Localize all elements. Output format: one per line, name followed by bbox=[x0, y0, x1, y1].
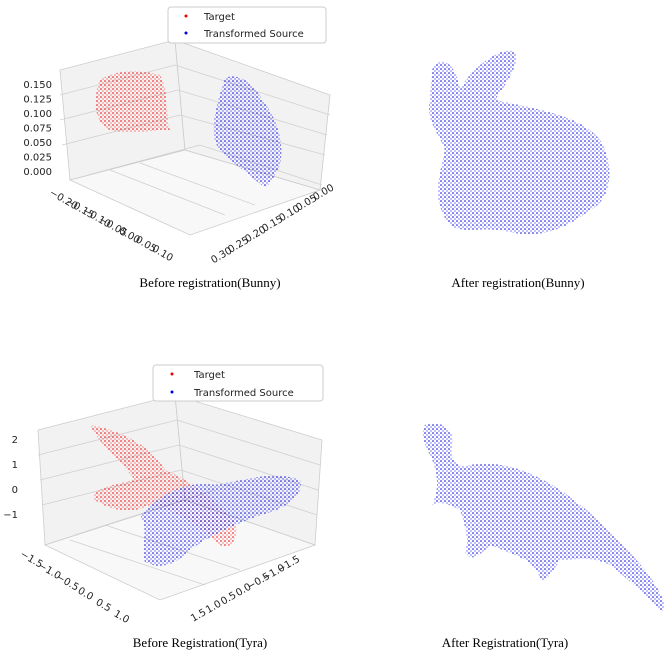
legend-label: Target bbox=[203, 12, 235, 23]
z-tick-label: 0.150 bbox=[23, 80, 52, 91]
z-tick-label: 1 bbox=[12, 460, 18, 471]
legend-label: Target bbox=[193, 370, 225, 381]
legend-marker bbox=[171, 391, 174, 394]
x-tick-label: 0.10 bbox=[150, 244, 175, 265]
z-tick-label: 2 bbox=[12, 435, 18, 446]
legend-marker bbox=[185, 32, 188, 35]
bunny-before-plot: Target Transformed Source bbox=[60, 7, 330, 235]
caption: After Registration(Tyra) bbox=[442, 635, 569, 650]
z-tick-label: −1 bbox=[3, 510, 18, 521]
legend-marker bbox=[185, 15, 188, 18]
caption: After registration(Bunny) bbox=[451, 275, 584, 290]
target-cloud bbox=[96, 71, 170, 132]
legend-label: Transformed Source bbox=[193, 388, 294, 399]
caption: Before Registration(Tyra) bbox=[133, 635, 267, 650]
x-tick-label: −0.5 bbox=[54, 572, 81, 594]
x-tick-label: 0.0 bbox=[76, 586, 95, 603]
x-tick-label: 1.0 bbox=[112, 609, 131, 626]
z-tick-label: 0.000 bbox=[23, 167, 52, 178]
z-tick-label: 0.025 bbox=[23, 153, 52, 164]
z-tick-label: 0.125 bbox=[23, 95, 52, 106]
legend-label: Transformed Source bbox=[203, 29, 304, 40]
z-tick-label: 0.075 bbox=[23, 124, 52, 135]
z-tick-label: 0.050 bbox=[23, 138, 52, 149]
bunny-after-cloud bbox=[429, 51, 609, 234]
z-tick-label: 0 bbox=[12, 485, 18, 496]
y-tick-label: 0.30 bbox=[209, 246, 234, 267]
legend-marker bbox=[171, 373, 174, 376]
caption: Before registration(Bunny) bbox=[139, 275, 280, 290]
x-tick-label: 0.5 bbox=[94, 597, 113, 614]
tyra-after-cloud bbox=[423, 424, 664, 612]
figure: Target Transformed Source Target Transfo… bbox=[0, 0, 671, 655]
z-tick-label: 0.100 bbox=[23, 109, 52, 120]
